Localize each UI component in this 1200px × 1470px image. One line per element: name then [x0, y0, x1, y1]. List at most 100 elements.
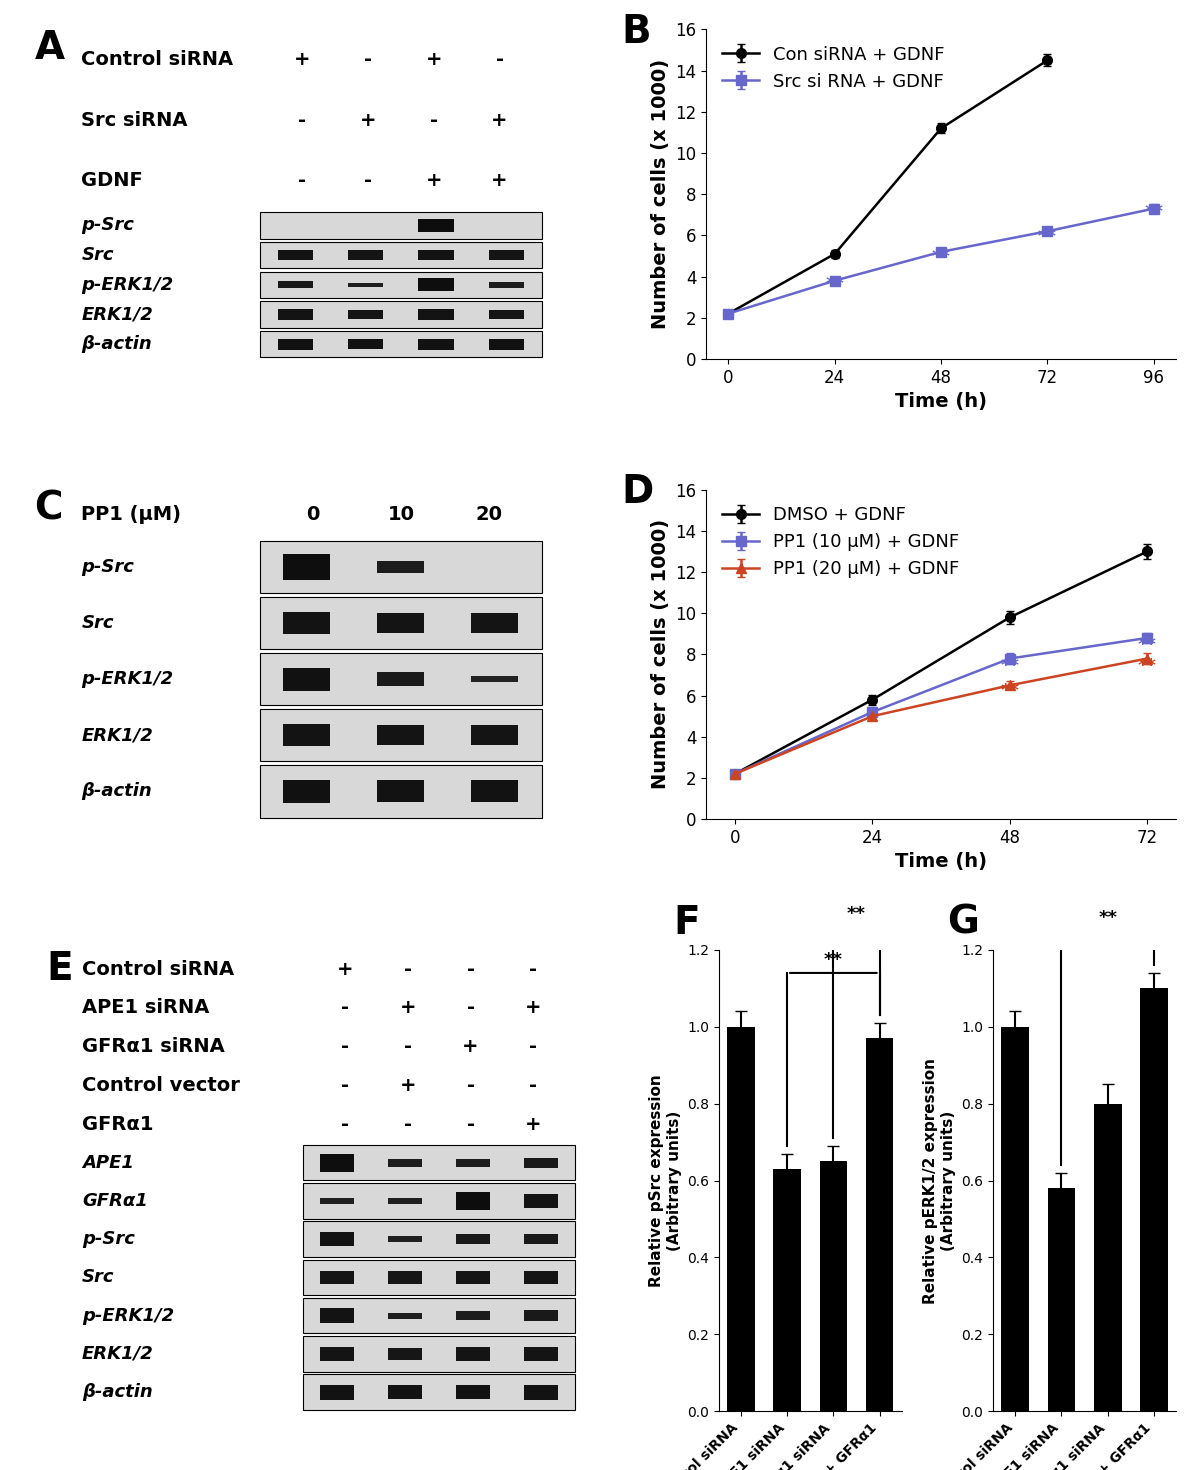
Text: 20: 20: [475, 504, 502, 523]
Text: F: F: [673, 904, 700, 942]
FancyBboxPatch shape: [304, 1145, 575, 1180]
Text: APE1 siRNA: APE1 siRNA: [82, 998, 210, 1017]
Text: +: +: [400, 1076, 416, 1095]
Y-axis label: Relative pSrc expression
(Arbitrary units): Relative pSrc expression (Arbitrary unit…: [649, 1075, 682, 1286]
Text: +: +: [426, 50, 442, 69]
FancyBboxPatch shape: [348, 250, 383, 260]
Text: p-Src: p-Src: [82, 559, 134, 576]
FancyBboxPatch shape: [260, 301, 541, 328]
FancyBboxPatch shape: [260, 541, 541, 594]
FancyBboxPatch shape: [283, 613, 330, 634]
FancyBboxPatch shape: [304, 1222, 575, 1257]
FancyBboxPatch shape: [524, 1347, 558, 1361]
Text: **: **: [1038, 228, 1057, 245]
FancyBboxPatch shape: [277, 281, 313, 288]
Text: **: **: [1001, 682, 1019, 700]
X-axis label: Time (h): Time (h): [895, 392, 988, 412]
Text: -: -: [341, 1114, 349, 1133]
FancyBboxPatch shape: [472, 676, 518, 682]
FancyBboxPatch shape: [283, 725, 330, 745]
FancyBboxPatch shape: [320, 1232, 354, 1247]
Text: -: -: [364, 171, 372, 190]
Text: +: +: [360, 110, 377, 129]
FancyBboxPatch shape: [419, 309, 454, 319]
FancyBboxPatch shape: [524, 1233, 558, 1245]
FancyBboxPatch shape: [388, 1385, 422, 1399]
FancyBboxPatch shape: [283, 779, 330, 803]
Text: GFRα1: GFRα1: [82, 1114, 154, 1133]
Text: +: +: [426, 171, 442, 190]
Text: **: **: [1001, 657, 1019, 675]
FancyBboxPatch shape: [419, 338, 454, 350]
FancyBboxPatch shape: [388, 1236, 422, 1242]
Text: +: +: [294, 50, 311, 69]
FancyBboxPatch shape: [456, 1270, 490, 1285]
FancyBboxPatch shape: [260, 331, 541, 357]
Text: 0: 0: [306, 504, 320, 523]
FancyBboxPatch shape: [419, 250, 454, 260]
Text: +: +: [526, 998, 541, 1017]
Text: +: +: [336, 960, 353, 979]
Bar: [1140, 988, 1168, 1411]
FancyBboxPatch shape: [524, 1385, 558, 1399]
Text: A: A: [35, 29, 65, 68]
FancyBboxPatch shape: [456, 1311, 490, 1320]
Y-axis label: Number of cells (x 1000): Number of cells (x 1000): [650, 519, 670, 789]
FancyBboxPatch shape: [388, 1348, 422, 1360]
FancyBboxPatch shape: [472, 781, 518, 803]
FancyBboxPatch shape: [348, 282, 383, 287]
Text: **: **: [931, 248, 950, 266]
Text: -: -: [496, 50, 504, 69]
Text: -: -: [298, 110, 306, 129]
FancyBboxPatch shape: [524, 1310, 558, 1322]
FancyBboxPatch shape: [277, 250, 313, 260]
Y-axis label: Relative pERK1/2 expression
(Arbitrary units): Relative pERK1/2 expression (Arbitrary u…: [924, 1057, 956, 1304]
Text: APE1: APE1: [82, 1154, 134, 1172]
Text: -: -: [364, 50, 372, 69]
Text: -: -: [403, 1114, 412, 1133]
Text: +: +: [491, 171, 508, 190]
FancyBboxPatch shape: [348, 338, 383, 350]
Text: PP1 (μM): PP1 (μM): [82, 504, 181, 523]
FancyBboxPatch shape: [260, 243, 541, 269]
FancyBboxPatch shape: [377, 672, 425, 686]
Text: **: **: [1098, 908, 1117, 926]
Text: p-ERK1/2: p-ERK1/2: [82, 670, 174, 688]
Text: +: +: [526, 1114, 541, 1133]
FancyBboxPatch shape: [260, 597, 541, 650]
Y-axis label: Number of cells (x 1000): Number of cells (x 1000): [650, 59, 670, 329]
FancyBboxPatch shape: [283, 554, 330, 581]
FancyBboxPatch shape: [488, 310, 524, 319]
Text: p-Src: p-Src: [82, 216, 134, 235]
FancyBboxPatch shape: [456, 1385, 490, 1399]
FancyBboxPatch shape: [260, 653, 541, 706]
FancyBboxPatch shape: [524, 1270, 558, 1285]
Text: -: -: [341, 998, 349, 1017]
Text: ERK1/2: ERK1/2: [82, 1345, 154, 1363]
Bar: [1094, 1104, 1122, 1411]
FancyBboxPatch shape: [260, 212, 541, 238]
Text: GFRα1: GFRα1: [82, 1192, 148, 1210]
FancyBboxPatch shape: [283, 667, 330, 691]
Text: -: -: [467, 998, 474, 1017]
FancyBboxPatch shape: [277, 309, 313, 319]
Bar: [820, 1161, 847, 1411]
Text: ERK1/2: ERK1/2: [82, 726, 154, 744]
FancyBboxPatch shape: [456, 1158, 490, 1167]
Text: -: -: [529, 960, 538, 979]
Text: Control siRNA: Control siRNA: [82, 50, 234, 69]
FancyBboxPatch shape: [304, 1298, 575, 1333]
Legend: Con siRNA + GDNF, Src si RNA + GDNF: Con siRNA + GDNF, Src si RNA + GDNF: [715, 38, 952, 98]
Text: 10: 10: [388, 504, 414, 523]
FancyBboxPatch shape: [320, 1154, 354, 1172]
Text: **: **: [847, 906, 866, 923]
FancyBboxPatch shape: [488, 338, 524, 350]
FancyBboxPatch shape: [472, 725, 518, 745]
FancyBboxPatch shape: [472, 613, 518, 634]
FancyBboxPatch shape: [320, 1385, 354, 1399]
Bar: [1002, 1026, 1030, 1411]
Text: Src: Src: [82, 245, 114, 265]
FancyBboxPatch shape: [456, 1347, 490, 1361]
FancyBboxPatch shape: [320, 1198, 354, 1204]
Text: -: -: [403, 1038, 412, 1057]
